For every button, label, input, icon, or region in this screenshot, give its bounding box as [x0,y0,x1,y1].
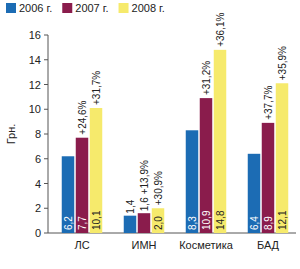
y-tick [44,233,48,234]
data-label: 7,7 [77,216,88,230]
legend-swatch [6,3,16,13]
bar [124,216,137,233]
bar [186,130,199,233]
y-axis-label: Грн. [5,124,17,145]
annotation: +35,9% [277,46,288,80]
data-label: 14,8 [215,210,226,230]
legend-label: 2006 г. [19,2,52,14]
x-tick-label: Косметика [179,239,234,251]
bar [276,83,289,233]
y-tick-label: 2 [35,202,41,214]
bar [138,213,151,233]
legend-label: 2007 г. [75,2,108,14]
data-label: 10,9 [201,210,212,230]
legend: 2006 г. 2007 г. 2008 г. [6,2,165,14]
y-tick-label: 14 [29,54,41,66]
data-label: 8,9 [263,216,274,230]
y-tick-label: 8 [35,128,41,140]
bar [90,108,103,233]
y-tick-label: 0 [35,227,41,239]
bars [62,50,289,233]
y-tick [44,158,48,159]
bar [248,154,261,233]
y-axis [48,35,49,233]
y-tick [44,109,48,110]
x-tick-label: ЛС [74,239,89,251]
data-label: 6,4 [249,216,260,230]
bar [152,208,165,233]
data-label: 6,2 [63,216,74,230]
data-label: 12,1 [277,210,288,230]
x-tick-label: ИМН [131,239,156,251]
legend-label: 2008 г. [132,2,165,14]
annotation: +31,2% [201,61,212,95]
y-tick [44,183,48,184]
y-tick [44,84,48,85]
y-tick-label: 12 [29,79,41,91]
x-tick-label: БАД [257,239,280,251]
annotation: +37,7% [263,86,274,120]
data-label: 2,0 [153,216,164,230]
annotation: +36,1% [215,13,226,47]
data-label: 1,4 [125,199,136,213]
annotation: +24,6% [77,100,88,134]
bar [262,123,275,233]
y-tick-label: 16 [29,29,41,41]
y-tick [44,35,48,36]
annotation: +13,9% [139,160,150,194]
y-tick-label: 4 [35,178,41,190]
bar [214,50,227,233]
y-tick-label: 6 [35,153,41,165]
bar [200,98,213,233]
bar [76,138,89,233]
bar [62,156,75,233]
legend-swatch [119,3,129,13]
y-tick [44,134,48,135]
chart: Грн. 0 2 4 6 8 10 12 14 16 ЛС ИМН Косметика БАД 6,2 1,4… [0,0,300,269]
legend-swatch [62,3,72,13]
data-label: 8,3 [187,216,198,230]
annotation: +31,7% [91,71,102,105]
y-tick [44,59,48,60]
y-tick-label: 10 [29,103,41,115]
labels: 6,2 1,4 8,3 6,4 7,7 +24,6% 1,6 +13,9% 10,9 +31,2%… [63,13,288,230]
data-label: 1,6 [139,197,150,211]
y-tick [44,208,48,209]
data-label: 10,1 [91,210,102,230]
annotation: +30,9% [153,171,164,205]
